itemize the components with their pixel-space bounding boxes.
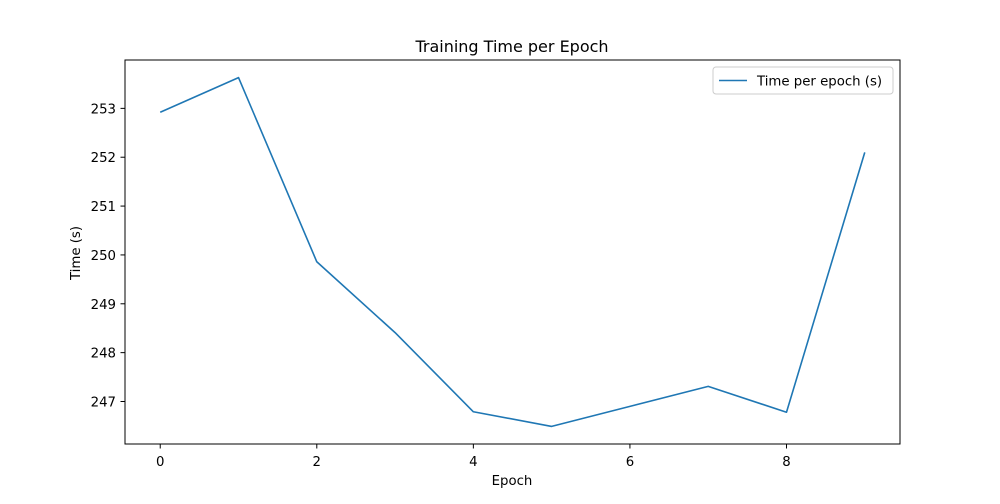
x-tick-label: 4 [469,455,477,470]
chart-title: Training Time per Epoch [414,37,608,56]
x-tick-label: 8 [782,455,790,470]
y-tick-label: 249 [91,298,116,313]
x-axis-label: Epoch [492,474,533,489]
x-tick-label: 6 [626,455,634,470]
x-tick-label: 2 [313,455,321,470]
series-layer [159,76,866,428]
y-tick-label: 248 [91,347,116,362]
x-axis-ticks: 0 2 4 6 8 [156,444,791,470]
y-tick-label: 252 [91,151,116,166]
y-tick-label: 250 [91,249,116,264]
series-line-0 [159,76,866,428]
legend-label: Time per epoch (s) [756,75,882,90]
legend-box [712,66,894,95]
y-tick-label: 253 [91,102,116,117]
x-tick-label: 0 [156,455,164,470]
y-tick-label: 251 [91,200,116,215]
legend: Time per epoch (s) [712,66,894,95]
y-tick-label: 247 [91,395,116,410]
plot-frame [124,59,901,445]
y-axis-ticks: 247 248 249 250 251 252 253 [91,102,125,410]
y-axis-label: Time (s) [69,226,84,281]
